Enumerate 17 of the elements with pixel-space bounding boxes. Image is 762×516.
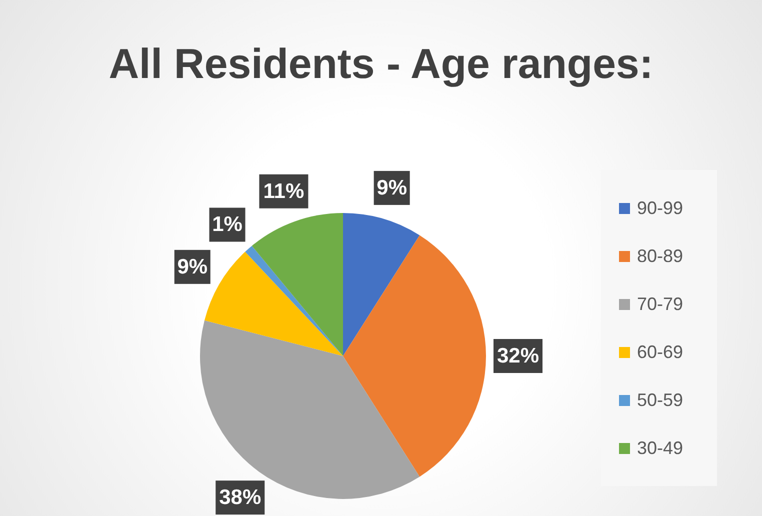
chart-title: All Residents - Age ranges:	[108, 40, 654, 88]
data-label: 32%	[496, 344, 540, 368]
pie-slice	[252, 213, 343, 356]
legend-label: 90-99	[637, 198, 684, 218]
legend-label: 60-69	[637, 342, 684, 362]
legend-label: 80-89	[637, 246, 684, 266]
data-label: 11%	[263, 180, 304, 203]
pie-slice	[245, 246, 343, 356]
pie-slice	[343, 235, 486, 477]
data-label: 38%	[219, 486, 262, 510]
data-label: 1%	[212, 213, 243, 236]
legend-label: 70-79	[637, 294, 684, 314]
pie-slice	[343, 213, 420, 356]
data-label: 9%	[177, 255, 208, 278]
legend-label: 30-49	[637, 438, 684, 458]
data-label: 9%	[376, 176, 408, 200]
legend-label: 50-59	[637, 390, 684, 410]
